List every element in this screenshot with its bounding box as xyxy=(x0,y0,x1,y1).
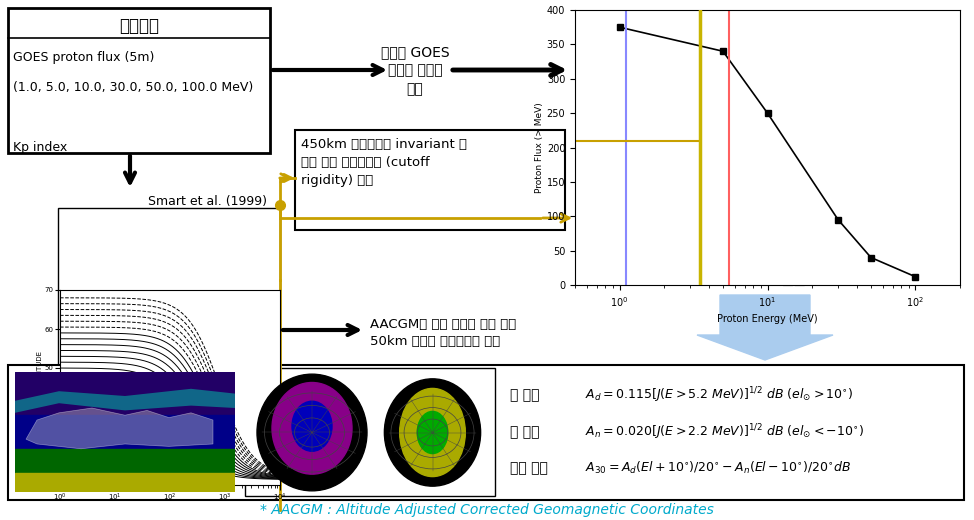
Y-axis label: Proton Flux (> MeV): Proton Flux (> MeV) xyxy=(535,102,543,193)
Text: Smart et al. (1999): Smart et al. (1999) xyxy=(148,195,267,208)
Ellipse shape xyxy=(399,388,466,477)
Bar xyxy=(295,130,565,230)
Text: (1.0, 5.0, 10.0, 30.0, 50.0, 100.0 MeV): (1.0, 5.0, 10.0, 30.0, 50.0, 100.0 MeV) xyxy=(13,81,253,94)
Bar xyxy=(15,473,235,492)
Y-axis label: INVARIANT LATITUDE: INVARIANT LATITUDE xyxy=(37,351,44,424)
Bar xyxy=(8,8,270,153)
Text: 입력자료: 입력자료 xyxy=(119,17,159,35)
Text: $A_n = 0.020[J(E > 2.2\ MeV)]^{1/2}\ dB\ (el_{\odot}<-10^{\circ})$: $A_n = 0.020[J(E > 2.2\ MeV)]^{1/2}\ dB\… xyxy=(585,422,864,442)
Bar xyxy=(15,372,235,415)
Text: 실시간 GOES
양성자 플럭스
함수: 실시간 GOES 양성자 플럭스 함수 xyxy=(381,45,449,96)
Text: GOES proton flux (5m): GOES proton flux (5m) xyxy=(13,51,154,64)
Text: 중간 지역: 중간 지역 xyxy=(510,461,547,475)
Polygon shape xyxy=(26,408,213,449)
Text: 450km 고도에서의 invariant 위
도에 따른 차단견고도 (cutoff
rigidity) 제공: 450km 고도에서의 invariant 위 도에 따른 차단견고도 (cut… xyxy=(301,138,467,187)
Bar xyxy=(8,365,964,500)
Text: $A_{30} = A_d(El+10^{\circ})/20^{\circ}-A_n(El-10^{\circ})/20^{\circ}dB$: $A_{30} = A_d(El+10^{\circ})/20^{\circ}-… xyxy=(585,460,851,476)
Polygon shape xyxy=(15,389,235,413)
Polygon shape xyxy=(697,295,833,360)
Text: Kp: Kp xyxy=(75,396,87,405)
Text: 낮 지역: 낮 지역 xyxy=(510,388,540,402)
X-axis label: Proton Energy (MeV): Proton Energy (MeV) xyxy=(717,314,818,324)
Ellipse shape xyxy=(385,379,480,486)
Text: Kp index: Kp index xyxy=(13,141,67,154)
Bar xyxy=(15,415,235,449)
Ellipse shape xyxy=(292,401,332,451)
Ellipse shape xyxy=(257,374,367,491)
Bar xyxy=(245,368,495,496)
Text: 밤 지역: 밤 지역 xyxy=(510,425,540,439)
Text: * AACGM : Altitude Adjusted Corrected Geomagnetic Coordinates: * AACGM : Altitude Adjusted Corrected Ge… xyxy=(260,503,714,517)
Bar xyxy=(15,449,235,473)
Bar xyxy=(58,208,280,403)
Ellipse shape xyxy=(272,383,352,474)
Text: $A_d = 0.115[J(E > 5.2\ MeV)]^{1/2}\ dB\ (el_{\odot}>10^{\circ})$: $A_d = 0.115[J(E > 5.2\ MeV)]^{1/2}\ dB\… xyxy=(585,385,853,405)
Text: PCA  계산: PCA 계산 xyxy=(725,268,805,287)
Text: AACGM을 이용 주어진 지점 상공
50km 에서의 차단견고도 계산: AACGM을 이용 주어진 지점 상공 50km 에서의 차단견고도 계산 xyxy=(370,318,516,348)
Ellipse shape xyxy=(417,411,448,453)
